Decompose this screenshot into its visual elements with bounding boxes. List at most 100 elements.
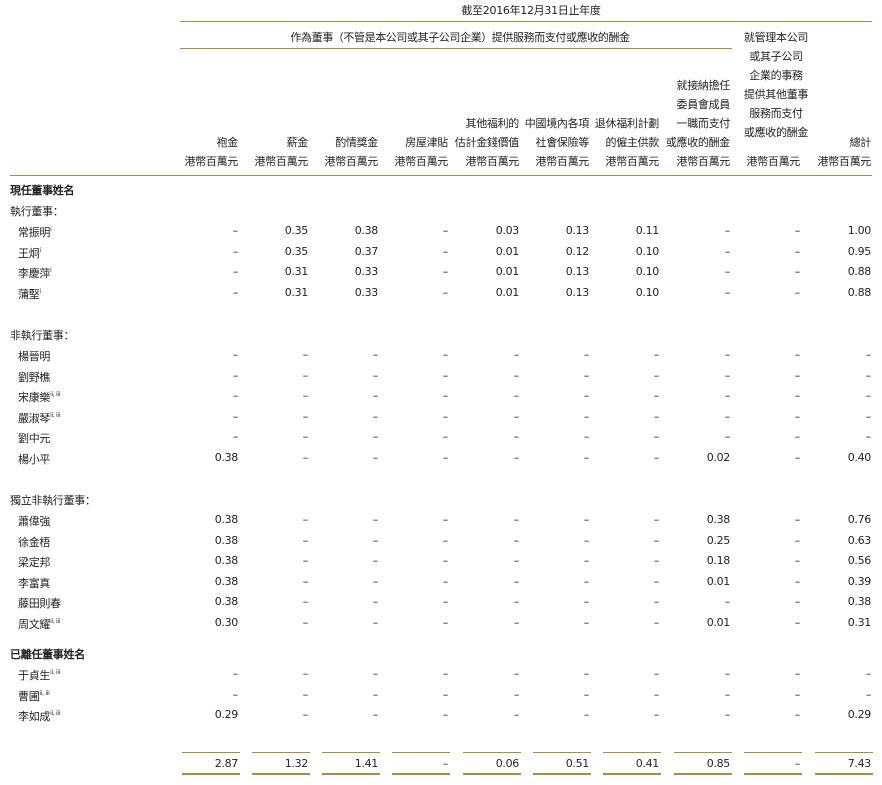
value-cell: – <box>583 708 590 721</box>
value-cell: – <box>372 430 379 443</box>
value-cell: – <box>583 667 590 680</box>
director-name-text: 常振明 <box>18 226 51 239</box>
header-rule <box>180 21 872 22</box>
column-header-line: 就接納擔任 <box>676 79 731 92</box>
value-cell: – <box>372 595 379 608</box>
value-cell: – <box>794 265 801 278</box>
management-group-heading: 就管理本公司 或其子公司 企業的事務 提供其他董事 服務而支付 或應收的酬金 <box>742 28 810 142</box>
management-heading-line: 或其子公司 <box>749 50 803 63</box>
column-header-line: 的僱主供款 <box>605 136 660 149</box>
value-cell: 0.88 <box>847 265 872 278</box>
value-cell: – <box>653 430 660 443</box>
value-cell: – <box>865 368 872 382</box>
value-cell: – <box>724 595 731 608</box>
value-cell: – <box>513 667 520 680</box>
value-cell: 0.31 <box>847 615 872 629</box>
value-cell: – <box>442 450 449 464</box>
value-cell: 0.13 <box>565 265 590 278</box>
group-label: 非執行董事： <box>10 329 75 342</box>
column-header-housing: 房屋津貼 港幣百萬元 <box>358 133 449 171</box>
value-cell: – <box>653 574 660 588</box>
value-cell: 0.56 <box>847 554 872 567</box>
director-name: 嚴淑琴ii, iii <box>18 410 60 426</box>
value-cell: – <box>513 513 520 526</box>
director-name-text: 宋康樂 <box>18 391 51 404</box>
value-cell: – <box>724 348 731 361</box>
value-cell: – <box>442 244 449 258</box>
column-header-line: 港幣百萬元 <box>254 155 309 168</box>
value-cell: – <box>513 595 520 608</box>
group-label: 執行董事： <box>10 205 64 218</box>
value-cell: – <box>794 430 801 443</box>
total-bottom-rule <box>603 773 661 775</box>
value-cell: 0.02 <box>706 450 731 464</box>
column-header-line: 房屋津貼 <box>405 136 448 149</box>
value-cell: – <box>232 285 239 299</box>
total-cell: – <box>794 757 801 770</box>
column-header-social_insurance: 中國境內各項 社會保險等 港幣百萬元 <box>499 114 590 171</box>
value-cell: – <box>372 687 379 701</box>
total-bottom-rule <box>252 773 310 775</box>
value-cell: – <box>513 554 520 567</box>
value-cell: – <box>794 285 801 299</box>
value-cell: – <box>794 708 801 721</box>
column-header-line: 中國境內各項 <box>524 117 590 130</box>
total-top-rule <box>533 752 591 753</box>
total-bottom-rule <box>674 773 732 775</box>
value-cell: – <box>302 615 309 629</box>
value-cell: – <box>232 409 239 423</box>
value-cell: – <box>583 513 590 526</box>
value-cell: – <box>794 667 801 680</box>
value-cell: 0.63 <box>847 533 872 547</box>
value-cell: – <box>372 667 379 680</box>
value-cell: – <box>372 450 379 464</box>
value-cell: – <box>232 265 239 278</box>
management-heading-line: 提供其他董事 <box>743 88 809 101</box>
total-bottom-rule <box>533 773 591 775</box>
value-cell: – <box>513 430 520 443</box>
value-cell: 0.11 <box>635 224 660 237</box>
column-header-line: 一職而支付 <box>676 117 731 130</box>
value-cell: 0.38 <box>214 450 239 464</box>
value-cell: – <box>583 430 590 443</box>
value-cell: – <box>372 409 379 423</box>
value-cell: – <box>653 513 660 526</box>
director-name-text: 李慶萍 <box>18 267 51 280</box>
column-header-line: 港幣百萬元 <box>324 155 379 168</box>
value-cell: 0.38 <box>706 513 731 526</box>
value-cell: – <box>583 348 590 361</box>
value-cell: 0.10 <box>635 244 660 258</box>
total-cell: 1.32 <box>284 757 309 770</box>
value-cell: – <box>653 687 660 701</box>
value-cell: – <box>653 708 660 721</box>
value-cell: 0.38 <box>214 595 239 608</box>
director-name-text: 梁定邦 <box>18 556 51 569</box>
column-header-line: 港幣百萬元 <box>746 155 801 168</box>
value-cell: – <box>513 687 520 701</box>
services-group-heading: 作為董事（不管是本公司或其子公司企業）提供服務而支付或應收的酬金 <box>290 31 630 44</box>
value-cell: 0.29 <box>214 708 239 721</box>
value-cell: – <box>794 687 801 701</box>
value-cell: – <box>865 430 872 443</box>
value-cell: 0.38 <box>214 533 239 547</box>
director-name-text: 蒲堅 <box>18 287 40 301</box>
value-cell: – <box>653 615 660 629</box>
column-header-bonus: 酌情獎金 港幣百萬元 <box>288 133 379 171</box>
column-header-fee: 袍金 港幣百萬元 <box>148 133 239 171</box>
value-cell: – <box>583 595 590 608</box>
director-name-text: 李富真 <box>18 576 51 590</box>
value-cell: 0.38 <box>847 595 872 608</box>
value-cell: – <box>442 513 449 526</box>
management-heading-line: 就管理本公司 <box>743 31 809 44</box>
value-cell: – <box>724 409 731 423</box>
footnote-marker: ii, iii <box>50 617 61 625</box>
value-cell: – <box>372 513 379 526</box>
value-cell: 0.13 <box>565 224 590 237</box>
column-header-total: 總計 港幣百萬元 <box>781 133 872 171</box>
value-cell: 0.01 <box>495 265 520 278</box>
director-name: 曹圃ii, iii <box>18 688 50 704</box>
value-cell: – <box>302 687 309 701</box>
director-name: 于貞生ii, iii <box>18 667 60 683</box>
value-cell: 0.35 <box>284 244 309 258</box>
total-cell: 0.06 <box>495 757 520 770</box>
